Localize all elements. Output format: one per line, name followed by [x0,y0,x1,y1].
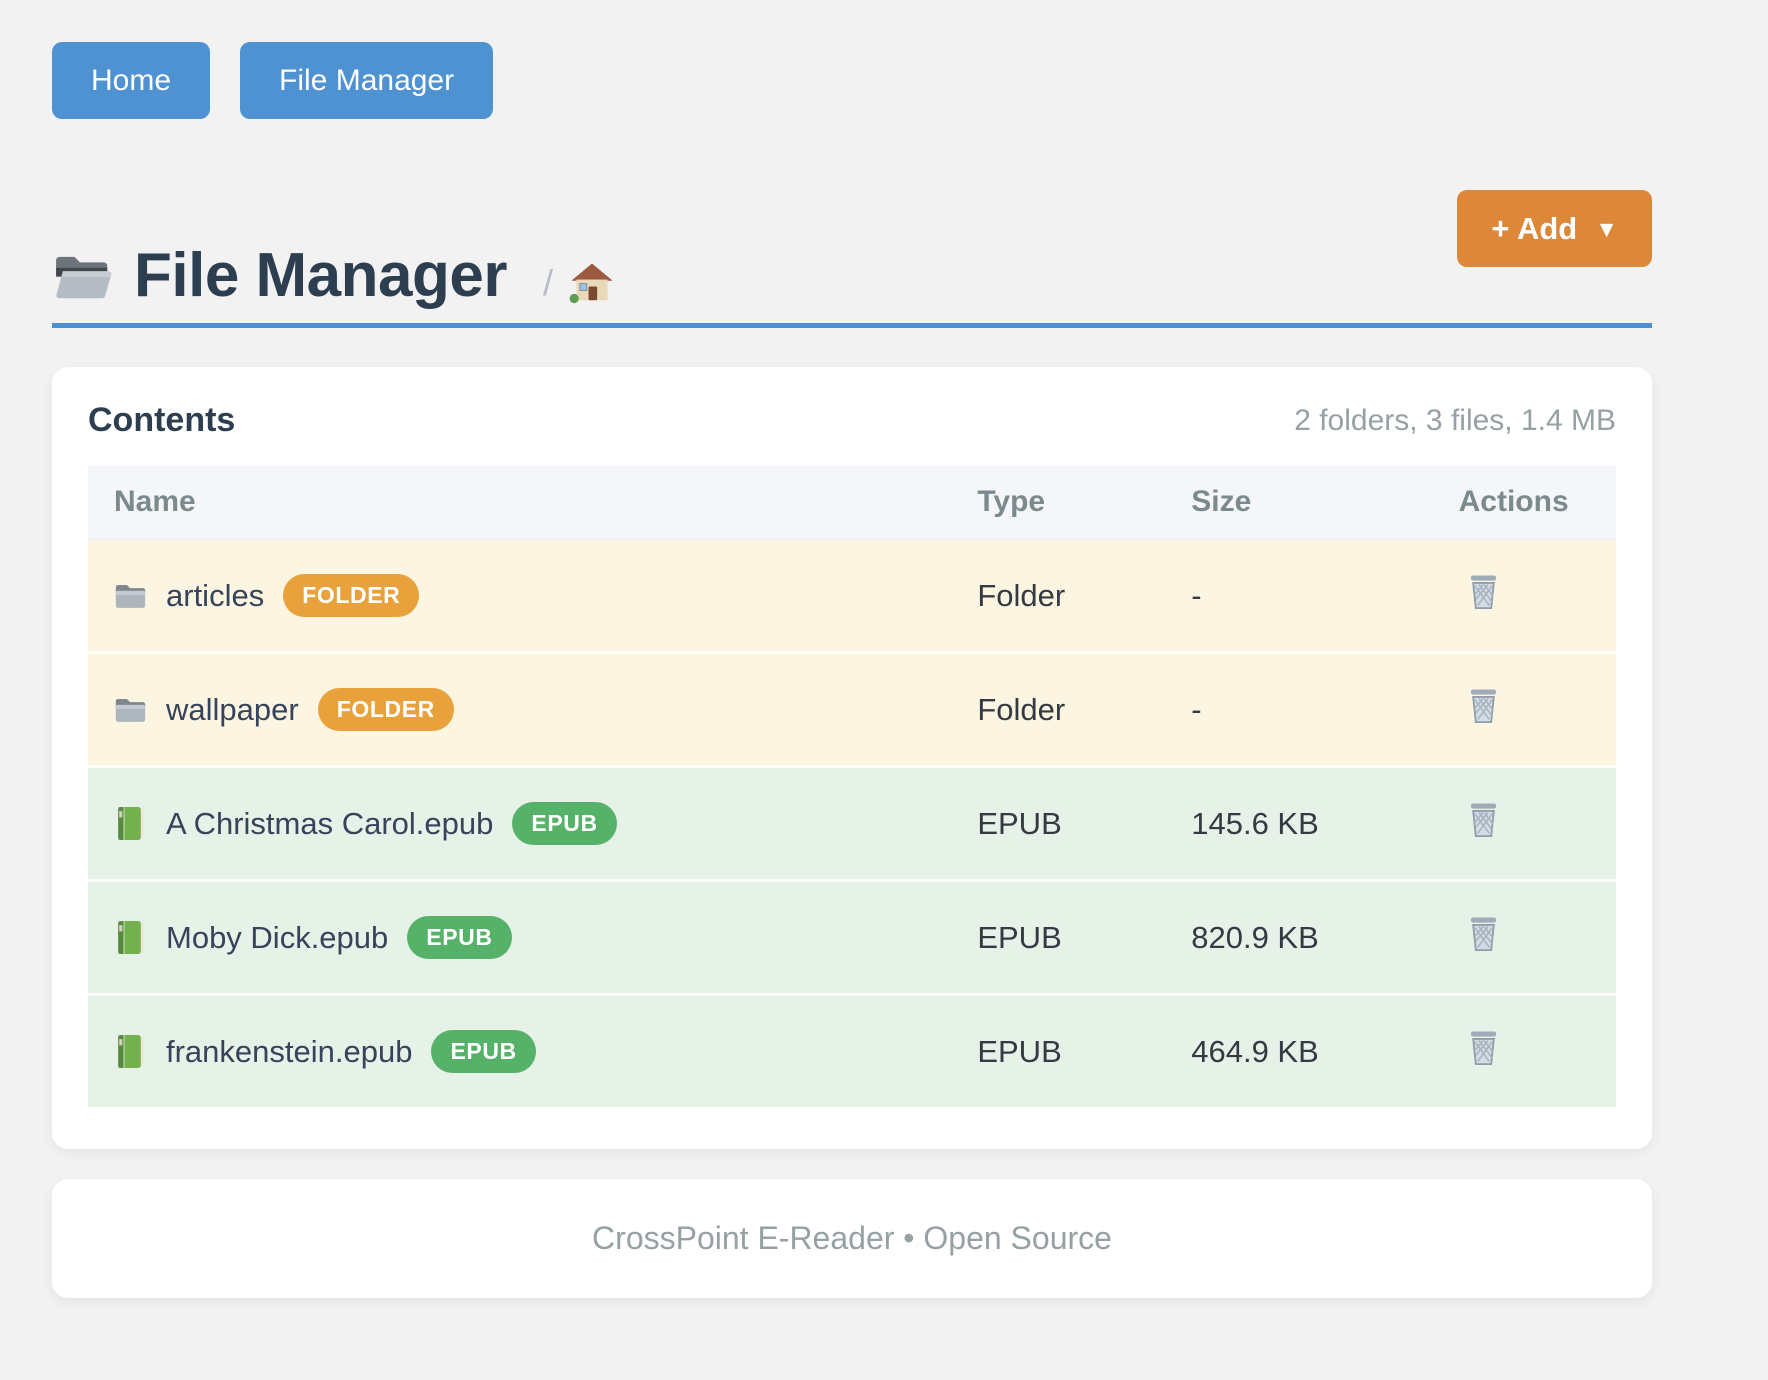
trash-icon [1467,800,1500,839]
contents-summary: 2 folders, 3 files, 1.4 MB [1294,403,1616,437]
file-type: EPUB [951,765,1166,881]
table-header-row: Name Type Size Actions [88,466,1616,540]
file-badge: EPUB [431,1030,536,1073]
table-body: articles FOLDER Folder - wallpaper FOLDE… [88,539,1616,1107]
delete-button[interactable] [1467,914,1500,953]
add-button[interactable]: + Add ▼ [1457,190,1652,267]
footer-text: CrossPoint E-Reader • Open Source [592,1220,1112,1256]
file-name[interactable]: wallpaper [166,691,299,727]
trash-icon [1467,1028,1500,1067]
file-size: 820.9 KB [1165,879,1433,995]
file-type-icon [114,577,147,614]
chevron-down-icon: ▼ [1595,216,1618,242]
nav-file-manager-button[interactable]: File Manager [240,42,494,119]
trash-icon [1467,572,1500,611]
page: Home File Manager File Manager / + Add ▼ [52,42,1652,1298]
file-type: Folder [977,577,1066,613]
file-name[interactable]: Moby Dick.epub [166,919,389,955]
table-row: articles FOLDER Folder - [88,539,1616,653]
table-row: wallpaper FOLDER Folder - [88,651,1616,767]
delete-button[interactable] [1467,572,1500,611]
table-row: frankenstein.epub EPUB EPUB 464.9 KB [88,993,1616,1107]
breadcrumb-home-link[interactable] [569,261,615,305]
breadcrumb: / [543,261,615,305]
delete-button[interactable] [1467,800,1500,839]
name-cell: wallpaper FOLDER [114,688,925,731]
name-cell: articles FOLDER [114,574,925,617]
contents-card-header: Contents 2 folders, 3 files, 1.4 MB [88,401,1616,440]
top-nav: Home File Manager [52,42,1652,119]
contents-card: Contents 2 folders, 3 files, 1.4 MB Name… [52,367,1652,1149]
table-row: A Christmas Carol.epub EPUB EPUB 145.6 K… [88,765,1616,881]
name-cell: A Christmas Carol.epub EPUB [114,802,925,845]
page-header: File Manager / + Add ▼ [52,190,1652,311]
title-wrap: File Manager / [52,240,615,311]
file-name[interactable]: frankenstein.epub [166,1033,413,1069]
add-button-label: + Add [1491,210,1578,246]
column-header-type: Type [951,466,1166,540]
trash-icon [1467,686,1500,725]
title-divider [52,323,1652,328]
file-size: 464.9 KB [1165,993,1433,1107]
file-type: EPUB [951,879,1166,995]
file-type: EPUB [951,993,1166,1107]
home-icon [569,261,615,305]
file-type-icon [114,691,147,728]
file-size: 145.6 KB [1165,765,1433,881]
name-cell: frankenstein.epub EPUB [114,1030,925,1073]
file-size: - [1165,651,1433,767]
file-name[interactable]: articles [166,577,265,613]
file-type: Folder [951,651,1166,767]
file-type-icon [114,1033,147,1070]
delete-button[interactable] [1467,1028,1500,1067]
file-table: Name Type Size Actions articles FOLDER F… [88,466,1616,1107]
file-name[interactable]: A Christmas Carol.epub [166,805,494,841]
nav-home-button[interactable]: Home [52,42,211,119]
file-badge: EPUB [407,916,512,959]
footer-card: CrossPoint E-Reader • Open Source [52,1179,1652,1298]
column-header-actions: Actions [1432,466,1616,540]
open-folder-icon [52,251,112,301]
column-header-name: Name [88,466,952,540]
page-title: File Manager [134,241,508,310]
file-type-icon [114,919,147,956]
file-type-icon [114,805,147,842]
table-row: Moby Dick.epub EPUB EPUB 820.9 KB [88,879,1616,995]
name-cell: Moby Dick.epub EPUB [114,916,925,959]
file-badge: EPUB [512,802,617,845]
file-badge: FOLDER [283,574,420,617]
contents-title: Contents [88,401,236,439]
file-size: - [1191,577,1202,613]
breadcrumb-separator: / [543,261,554,303]
file-badge: FOLDER [317,688,454,731]
delete-button[interactable] [1467,686,1500,725]
column-header-size: Size [1165,466,1433,540]
trash-icon [1467,914,1500,953]
